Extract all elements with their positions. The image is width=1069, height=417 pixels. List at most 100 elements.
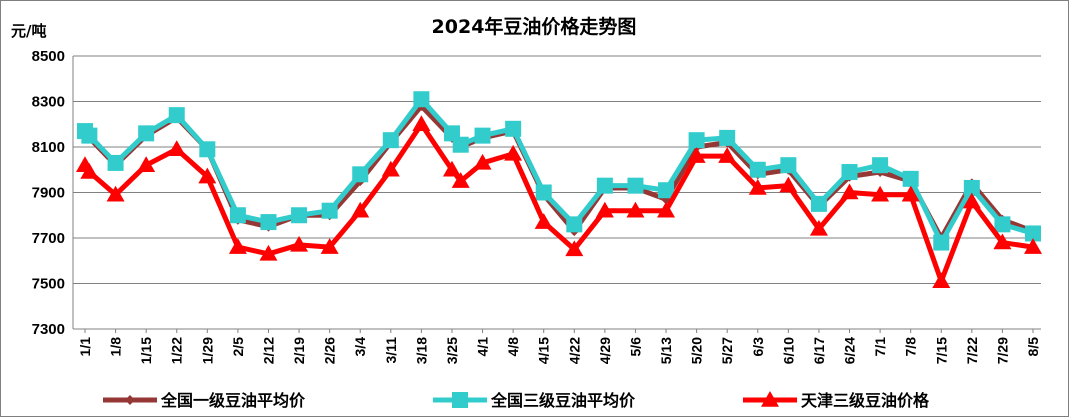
series-2-point-3-27 (452, 136, 469, 153)
series-2-point-3-4 (352, 166, 369, 183)
series-2-point-5-20 (688, 132, 705, 149)
x-tick-label: 5/13 (658, 337, 674, 364)
series-3-point-4-29 (595, 201, 614, 218)
series-3-point-5-13 (657, 201, 676, 218)
x-tick-label: 7/15 (933, 337, 949, 364)
series-2-point-3-11 (382, 132, 399, 149)
series-3-point-6-3 (748, 178, 767, 195)
series-3-point-6-10 (779, 176, 798, 193)
x-tick-label: 4/22 (566, 337, 582, 364)
x-tick-label: 1/22 (169, 337, 185, 364)
series-3 (76, 115, 1042, 288)
series-2-point-4-8 (505, 120, 522, 137)
series-3-point-7-29 (993, 233, 1012, 250)
series-3-point-7-22 (962, 192, 981, 209)
legend-swatch-marker (125, 395, 135, 405)
x-tick-label: 2/26 (322, 337, 338, 364)
series-3-point-8-5 (1024, 238, 1042, 254)
series-2-point-4-15 (535, 184, 552, 201)
x-tick-label: 7/1 (872, 337, 888, 357)
y-tick-label: 8300 (32, 94, 65, 111)
series-2-point-2-5 (229, 207, 246, 224)
y-tick-label: 8100 (32, 139, 65, 156)
series-3-point-1-15 (137, 156, 156, 172)
x-tick-label: 3/25 (444, 337, 460, 364)
series-3-point-3-18 (412, 115, 431, 131)
x-tick-label: 4/8 (505, 337, 521, 357)
series-2 (77, 91, 1041, 251)
x-tick-label: 1/8 (108, 337, 124, 357)
legend-swatch-marker (452, 392, 468, 408)
series-2-point-7-15 (933, 234, 950, 251)
legend-label: 全国一级豆油平均价 (160, 391, 306, 410)
x-tick-label: 4/29 (597, 337, 613, 364)
series-lines (76, 91, 1042, 288)
series-2-point-7-8 (902, 170, 919, 187)
legend-item-3: 天津三级豆油价格 (743, 391, 930, 410)
x-tick-label: 6/24 (842, 337, 858, 364)
series-3-point-7-1 (871, 185, 890, 202)
series-2-point-2-26 (321, 202, 338, 219)
y-tick-label: 7300 (32, 321, 65, 338)
x-tick-label: 4/15 (536, 337, 552, 364)
series-2-point-6-24 (841, 164, 858, 181)
x-tick-label: 6/3 (750, 337, 766, 357)
series-2-point-1-29 (199, 141, 216, 158)
legend-label: 全国三级豆油平均价 (490, 391, 636, 410)
legend-item-1: 全国一级豆油平均价 (103, 391, 306, 410)
x-tick-label: 1/29 (199, 337, 215, 364)
x-tick-label: 1/1 (77, 337, 93, 357)
series-2-point-7-1 (872, 157, 889, 174)
series-2-line (83, 96, 1034, 246)
y-tick-label: 8500 (32, 48, 65, 65)
legend: 全国一级豆油平均价 全国三级豆油平均价 天津三级豆油价格 (103, 391, 930, 410)
series-2-point-4-29 (596, 177, 613, 194)
series-3-point-1-29 (198, 167, 217, 184)
series-3-point-1-8 (106, 185, 125, 202)
series-2-point-2-19 (291, 207, 308, 224)
y-tick-label: 7900 (32, 185, 65, 202)
series-3-point-6-17 (809, 219, 828, 236)
series-3-point-2-26 (320, 238, 339, 254)
legend-item-2: 全国三级豆油平均价 (433, 391, 636, 410)
series-3-point-5-6 (626, 201, 645, 218)
series-2-point-3-18 (413, 91, 430, 108)
x-axis-ticks: 1/1 1/8 1/15 1/22 1/29 2/5 2/12 2/19 2/26 3/4 3/11… (77, 329, 1041, 364)
series-2-point-1-2 (81, 127, 98, 144)
x-tick-label: 2/19 (291, 337, 307, 364)
y-tick-label: 7700 (32, 230, 65, 247)
x-tick-label: 7/29 (994, 337, 1010, 364)
x-tick-label: 6/17 (811, 337, 827, 364)
series-3-point-7-8 (901, 185, 920, 202)
series-3-point-2-5 (228, 238, 247, 254)
x-tick-label: 6/10 (780, 337, 796, 364)
y-axis-unit-label: 元/吨 (11, 22, 46, 40)
legend-swatch-marker (761, 391, 779, 407)
series-2-point-6-17 (810, 195, 827, 212)
x-tick-label: 7/22 (964, 337, 980, 364)
y-axis-ticks: 7300 7500 7700 7900 8100 8300 8500 (32, 48, 65, 338)
series-2-point-8-5 (1025, 225, 1041, 242)
series-3-point-7-15 (932, 272, 951, 288)
x-tick-label: 8/5 (1025, 337, 1041, 357)
series-3-point-1-22 (167, 140, 186, 157)
x-tick-label: 1/15 (138, 337, 154, 364)
y-tick-label: 7500 (32, 276, 65, 293)
series-3-point-4-22 (565, 240, 584, 257)
x-tick-label: 3/18 (413, 337, 429, 364)
series-3-point-3-25 (442, 160, 461, 177)
x-tick-label: 5/20 (689, 337, 705, 364)
series-2-point-4-1 (474, 127, 491, 144)
series-2-point-1-15 (138, 125, 155, 142)
series-2-point-5-27 (719, 129, 736, 146)
series-3-point-6-24 (840, 183, 859, 200)
series-2-point-5-13 (658, 182, 675, 199)
chart-title: 2024年豆油价格走势图 (432, 15, 637, 38)
x-tick-label: 2/5 (230, 337, 246, 357)
series-3-point-3-27 (451, 172, 470, 188)
series-3-point-4-8 (504, 144, 523, 161)
series-2-point-2-12 (260, 214, 277, 231)
x-tick-label: 7/8 (903, 337, 919, 357)
series-2-point-6-3 (749, 161, 766, 178)
